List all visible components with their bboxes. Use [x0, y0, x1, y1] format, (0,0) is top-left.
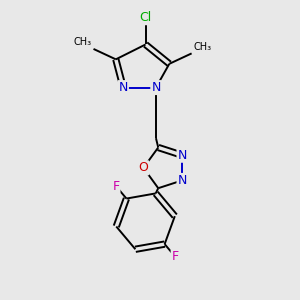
Text: F: F: [112, 179, 119, 193]
Text: N: N: [151, 81, 160, 94]
Text: N: N: [178, 174, 187, 187]
Text: O: O: [139, 161, 148, 174]
Text: CH₃: CH₃: [74, 38, 92, 47]
Text: N: N: [178, 149, 187, 162]
Text: CH₃: CH₃: [193, 42, 211, 52]
Text: N: N: [118, 81, 128, 94]
Text: F: F: [172, 250, 179, 263]
Text: Cl: Cl: [140, 11, 152, 24]
